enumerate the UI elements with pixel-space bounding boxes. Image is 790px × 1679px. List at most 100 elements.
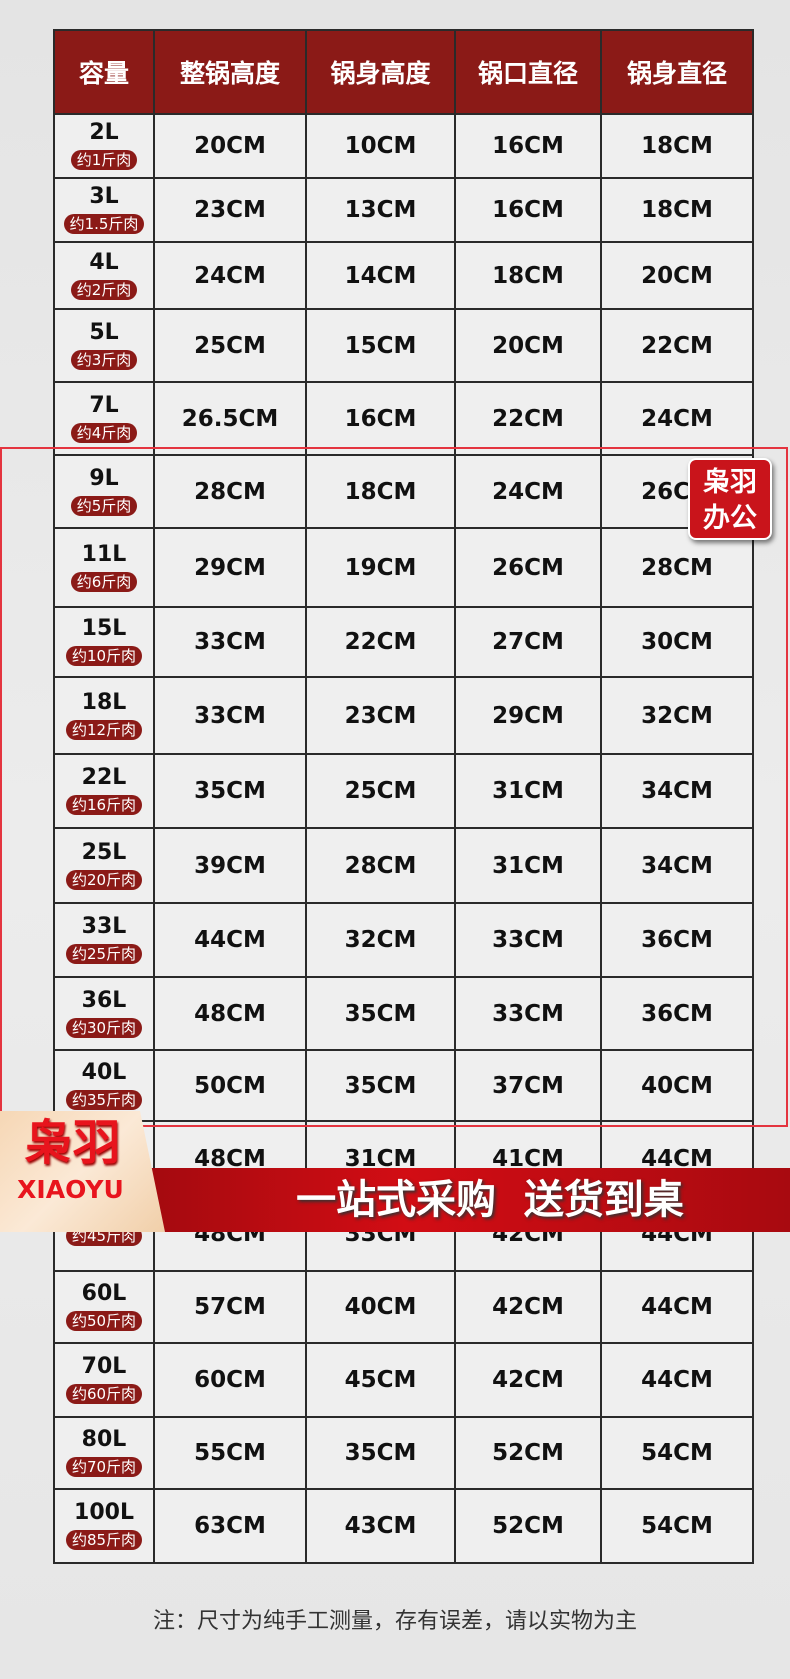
table-row: 18L 约12斤肉 33CM 23CM 29CM 32CM <box>53 676 754 755</box>
table-row: 2L 约1斤肉 20CM 10CM 16CM 18CM <box>53 113 754 179</box>
dimension-cell: 22CM <box>305 606 456 678</box>
dimension-cell: 40CM <box>600 1049 754 1122</box>
capacity-value: 40L <box>81 1059 127 1085</box>
dimension-cell: 35CM <box>305 1416 456 1490</box>
dimension-cell: 33CM <box>153 606 307 678</box>
promo-banner: 一站式采购 送货到桌 <box>150 1168 790 1232</box>
capacity-value: 4L <box>89 249 119 275</box>
logo-en: XIAOYU <box>17 1175 124 1204</box>
dimension-cell: 35CM <box>305 1049 456 1122</box>
meat-badge: 约25斤肉 <box>65 944 143 964</box>
table-row: 22L 约16斤肉 35CM 25CM 31CM 34CM <box>53 753 754 829</box>
dimension-cell: 24CM <box>454 454 602 529</box>
meat-badge: 约4斤肉 <box>70 422 138 443</box>
meat-badge: 约85斤肉 <box>65 1530 143 1550</box>
capacity-value: 15L <box>81 616 127 641</box>
table-row: 60L 约50斤肉 57CM 40CM 42CM 44CM <box>53 1270 754 1344</box>
dimension-cell: 42CM <box>454 1342 602 1418</box>
meat-badge: 约70斤肉 <box>65 1457 143 1477</box>
capacity-value: 2L <box>89 120 119 145</box>
meat-badge: 约35斤肉 <box>65 1089 143 1110</box>
capacity-cell: 60L 约50斤肉 <box>53 1270 155 1344</box>
dimension-cell: 44CM <box>600 1342 754 1418</box>
dimension-cell: 28CM <box>305 827 456 904</box>
capacity-cell: 22L 约16斤肉 <box>53 753 155 829</box>
dimension-cell: 43CM <box>305 1488 456 1564</box>
dimension-cell: 20CM <box>153 113 307 179</box>
dimension-cell: 52CM <box>454 1488 602 1564</box>
meat-badge: 约1斤肉 <box>70 150 138 170</box>
dimension-cell: 16CM <box>454 113 602 179</box>
dimension-cell: 37CM <box>454 1049 602 1122</box>
capacity-cell: 33L 约25斤肉 <box>53 902 155 978</box>
meat-badge: 约3斤肉 <box>70 349 138 370</box>
dimension-cell: 19CM <box>305 527 456 608</box>
dimension-cell: 22CM <box>600 308 754 383</box>
dimension-cell: 33CM <box>454 976 602 1051</box>
capacity-cell: 5L 约3斤肉 <box>53 308 155 383</box>
header-body-diameter: 锅身直径 <box>600 29 754 115</box>
dimension-cell: 32CM <box>600 676 754 755</box>
dimension-cell: 32CM <box>305 902 456 978</box>
dimension-cell: 29CM <box>153 527 307 608</box>
brand-logo: 枭羽 XIAOYU <box>0 1111 165 1232</box>
dimension-cell: 24CM <box>600 381 754 456</box>
table-row: 5L 约3斤肉 25CM 15CM 20CM 22CM <box>53 308 754 383</box>
dimension-cell: 35CM <box>305 976 456 1051</box>
meat-badge: 约50斤肉 <box>65 1311 143 1331</box>
dimension-cell: 22CM <box>454 381 602 456</box>
capacity-value: 25L <box>81 839 127 865</box>
header-row: 容量 整锅高度 锅身高度 锅口直径 锅身直径 <box>53 29 754 115</box>
capacity-value: 5L <box>89 319 119 345</box>
meat-badge: 约60斤肉 <box>65 1384 143 1404</box>
dimension-cell: 18CM <box>305 454 456 529</box>
capacity-cell: 4L 约2斤肉 <box>53 241 155 310</box>
capacity-cell: 80L 约70斤肉 <box>53 1416 155 1490</box>
capacity-value: 11L <box>81 541 127 567</box>
capacity-cell: 9L 约5斤肉 <box>53 454 155 529</box>
dimension-cell: 54CM <box>600 1488 754 1564</box>
dimension-cell: 44CM <box>153 902 307 978</box>
dimension-cell: 33CM <box>454 902 602 978</box>
meat-badge: 约10斤肉 <box>65 646 143 666</box>
dimension-cell: 30CM <box>600 606 754 678</box>
dimension-cell: 35CM <box>153 753 307 829</box>
capacity-value: 18L <box>81 689 127 715</box>
dimension-cell: 34CM <box>600 753 754 829</box>
header-body-height: 锅身高度 <box>305 29 456 115</box>
dimension-cell: 40CM <box>305 1270 456 1344</box>
table-row: 25L 约20斤肉 39CM 28CM 31CM 34CM <box>53 827 754 904</box>
dimension-cell: 25CM <box>305 753 456 829</box>
capacity-value: 80L <box>81 1427 127 1452</box>
dimension-cell: 42CM <box>454 1270 602 1344</box>
capacity-value: 33L <box>81 914 127 939</box>
capacity-cell: 11L 约6斤肉 <box>53 527 155 608</box>
meat-badge: 约6斤肉 <box>70 571 138 592</box>
size-table: 容量 整锅高度 锅身高度 锅口直径 锅身直径 2L 约1斤肉 20CM 10CM 16C… <box>53 29 754 1564</box>
dimension-cell: 45CM <box>305 1342 456 1418</box>
capacity-cell: 40L 约35斤肉 <box>53 1049 155 1122</box>
meat-badge: 约2斤肉 <box>70 279 138 300</box>
table-row: 70L 约60斤肉 60CM 45CM 42CM 44CM <box>53 1342 754 1418</box>
capacity-value: 9L <box>89 465 119 491</box>
dimension-cell: 50CM <box>153 1049 307 1122</box>
dimension-cell: 57CM <box>153 1270 307 1344</box>
dimension-cell: 23CM <box>153 177 307 243</box>
table-row: 4L 约2斤肉 24CM 14CM 18CM 20CM <box>53 241 754 310</box>
dimension-cell: 36CM <box>600 976 754 1051</box>
table-row: 80L 约70斤肉 55CM 35CM 52CM 54CM <box>53 1416 754 1490</box>
capacity-value: 3L <box>89 184 119 209</box>
table-row: 9L 约5斤肉 28CM 18CM 24CM 26CM <box>53 454 754 529</box>
capacity-cell: 3L 约1.5斤肉 <box>53 177 155 243</box>
dimension-cell: 27CM <box>454 606 602 678</box>
dimension-cell: 18CM <box>600 177 754 243</box>
capacity-value: 22L <box>81 765 127 790</box>
meat-badge: 约5斤肉 <box>70 495 138 516</box>
dimension-cell: 26CM <box>454 527 602 608</box>
capacity-value: 70L <box>81 1354 127 1379</box>
dimension-cell: 31CM <box>454 753 602 829</box>
dimension-cell: 16CM <box>454 177 602 243</box>
table-row: 40L 约35斤肉 50CM 35CM 37CM 40CM <box>53 1049 754 1122</box>
brand-stamp: 枭羽 办公 <box>688 458 772 540</box>
table-row: 100L 约85斤肉 63CM 43CM 52CM 54CM <box>53 1488 754 1564</box>
